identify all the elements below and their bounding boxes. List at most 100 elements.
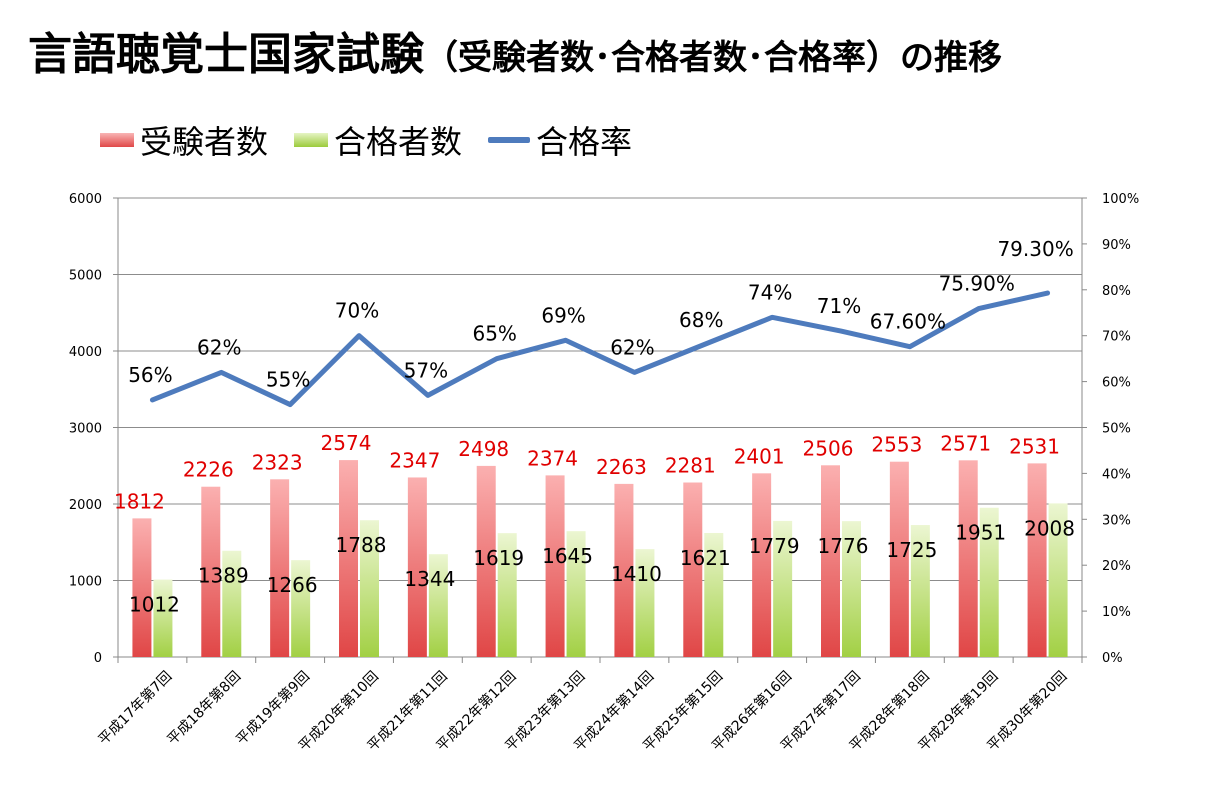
right-axis-tick-label: 100%: [1102, 192, 1139, 207]
bar-applicants: [339, 460, 358, 657]
bar-passers: [773, 520, 793, 657]
bar-passers: [360, 520, 379, 657]
bar-applicants: [752, 473, 772, 657]
legend-item-rate: 合格率: [488, 117, 632, 163]
left-axis-tick-label: 0: [94, 651, 102, 666]
data-label-applicants: 2574: [321, 431, 372, 455]
bar-applicants: [132, 518, 152, 657]
bar-applicants: [545, 475, 565, 657]
legend-label-applicants: 受験者数: [140, 123, 269, 161]
bar-passers: [842, 521, 861, 657]
right-axis-tick-label: 0%: [1102, 651, 1123, 666]
legend-item-passers: 合格者数: [294, 117, 462, 163]
legend-swatch-passers: [294, 133, 329, 147]
x-axis-category-label: 平成19年第9回: [233, 668, 313, 748]
data-label-rate: 71%: [817, 294, 861, 318]
data-label-rate: 69%: [541, 303, 585, 327]
bar-applicants: [821, 465, 840, 657]
data-label-applicants: 2553: [871, 433, 922, 457]
left-axis-tick-label: 2000: [69, 498, 102, 513]
data-label-applicants: 2281: [665, 454, 716, 478]
data-label-rate: 57%: [404, 358, 448, 382]
bar-applicants: [889, 461, 909, 657]
data-label-passers: 1951: [955, 521, 1006, 545]
legend-line-rate: [488, 137, 531, 143]
data-label-rate: 79.30%: [997, 237, 1073, 261]
x-axis-category-label: 平成17年第7回: [95, 668, 175, 748]
chart-title-sub: （受験者数･合格者数･合格率）の推移: [424, 38, 1002, 78]
left-axis-tick-label: 6000: [69, 192, 102, 207]
data-label-applicants: 2226: [183, 458, 234, 482]
data-label-passers: 1619: [473, 546, 524, 570]
right-axis-tick-label: 50%: [1102, 422, 1131, 437]
legend-label-rate: 合格率: [536, 123, 633, 161]
bar-applicants: [683, 482, 703, 657]
legend-swatch-applicants: [100, 133, 134, 147]
legend-label-passers: 合格者数: [334, 123, 463, 161]
left-axis-tick-label: 4000: [69, 345, 102, 360]
chart-title-main: 言語聴覚士国家試験: [28, 29, 424, 80]
bar-applicants: [1027, 463, 1047, 657]
data-label-passers: 1788: [336, 533, 387, 557]
data-label-rate: 67.60%: [870, 310, 946, 334]
data-label-rate: 56%: [128, 363, 172, 387]
data-label-rate: 68%: [679, 308, 723, 332]
bar-passers: [497, 533, 517, 657]
data-label-applicants: 2323: [252, 450, 303, 474]
right-axis-tick-label: 60%: [1102, 376, 1131, 391]
rate-line: [149, 290, 1051, 408]
data-label-passers: 1389: [198, 564, 249, 588]
bar-applicants: [476, 465, 496, 657]
data-label-rate: 65%: [472, 322, 516, 346]
data-label-passers: 1779: [749, 534, 800, 558]
data-label-rate: 75.90%: [939, 272, 1015, 296]
data-label-applicants: 2263: [596, 455, 647, 479]
right-axis-tick-label: 90%: [1102, 238, 1131, 253]
bar-applicants: [407, 477, 427, 657]
left-axis-tick-label: 5000: [69, 269, 102, 284]
right-axis-tick-label: 10%: [1102, 605, 1131, 620]
bar-applicants: [614, 483, 634, 657]
right-axis-tick-label: 70%: [1102, 330, 1131, 345]
data-label-applicants: 1812: [114, 489, 165, 513]
right-axis-tick-label: 30%: [1102, 513, 1131, 528]
bar-applicants: [270, 479, 290, 657]
data-label-rate: 62%: [610, 335, 654, 359]
data-label-applicants: 2374: [527, 446, 578, 470]
data-label-passers: 1266: [267, 573, 318, 597]
data-label-applicants: 2571: [940, 431, 991, 455]
bar-passers: [704, 532, 724, 657]
data-label-passers: 1012: [129, 593, 180, 617]
data-label-rate: 74%: [748, 280, 792, 304]
bar-passers: [222, 550, 242, 657]
bar-passers: [910, 525, 930, 657]
bar-passers: [291, 560, 311, 657]
chart-legend: 受験者数 合格者数 合格率: [100, 118, 658, 162]
right-axis-tick-label: 20%: [1102, 559, 1131, 574]
bar-passers: [428, 554, 448, 657]
data-label-passers: 1621: [680, 546, 731, 570]
data-label-rate: 70%: [335, 299, 379, 323]
bar-passers: [1048, 503, 1068, 657]
bar-passers: [566, 531, 586, 657]
data-label-passers: 2008: [1024, 516, 1075, 540]
data-label-rate: 55%: [266, 368, 310, 392]
x-axis-category-label: 平成18年第8回: [164, 668, 244, 748]
data-label-applicants: 2531: [1009, 434, 1060, 458]
legend-item-applicants: 受験者数: [100, 117, 268, 163]
left-axis-tick-label: 1000: [69, 575, 102, 590]
data-label-passers: 1344: [404, 567, 455, 591]
data-label-passers: 1776: [818, 534, 869, 558]
data-label-passers: 1410: [611, 562, 662, 586]
right-axis-tick-label: 40%: [1102, 467, 1131, 482]
right-axis-tick-label: 80%: [1102, 284, 1131, 299]
chart-title: 言語聴覚士国家試験（受験者数･合格者数･合格率）の推移: [28, 18, 1002, 82]
data-label-rate: 62%: [197, 335, 241, 359]
data-label-applicants: 2498: [458, 437, 509, 461]
bar-applicants: [201, 486, 221, 657]
data-label-applicants: 2401: [734, 444, 785, 468]
bar-passers: [635, 549, 655, 657]
bar-applicants: [958, 460, 978, 657]
bar-passers: [153, 579, 173, 657]
